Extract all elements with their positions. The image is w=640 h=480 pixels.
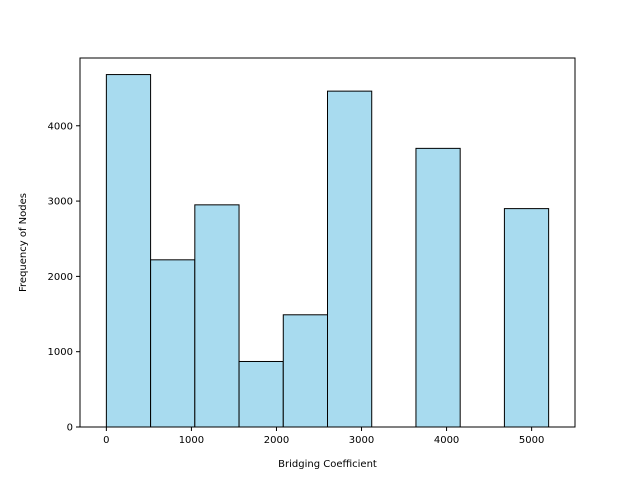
- x-axis-label: Bridging Coefficient: [278, 459, 377, 470]
- histogram-bar-7: [415, 147, 461, 428]
- histogram-bar-5: [327, 90, 373, 428]
- x-axis-ticks: 0 1000 2000 3000 4000 5000: [103, 427, 544, 446]
- x-tick-label: 0: [103, 435, 109, 446]
- y-tick-label: 0: [67, 423, 73, 434]
- histogram-bar-2: [194, 204, 240, 428]
- y-axis-ticks: 0 1000 2000 3000 4000: [48, 121, 80, 434]
- histogram-bar-0: [105, 74, 152, 428]
- histogram-bar-3: [238, 360, 284, 428]
- x-tick-label: 5000: [519, 435, 544, 446]
- x-tick-label: 3000: [349, 435, 374, 446]
- plot-frame: [79, 57, 576, 428]
- bars-group: [105, 74, 550, 428]
- y-tick-label: 4000: [48, 121, 73, 132]
- y-axis-label: Frequency of Nodes: [18, 193, 29, 292]
- x-tick-label: 2000: [264, 435, 289, 446]
- y-tick-label: 1000: [48, 347, 73, 358]
- histogram-bar-1: [150, 259, 196, 428]
- y-tick-label: 2000: [48, 272, 73, 283]
- y-tick-label: 3000: [48, 197, 73, 208]
- histogram-bar-4: [282, 314, 328, 428]
- x-tick-label: 4000: [434, 435, 459, 446]
- histogram-bar-9: [503, 208, 550, 428]
- x-tick-label: 1000: [179, 435, 204, 446]
